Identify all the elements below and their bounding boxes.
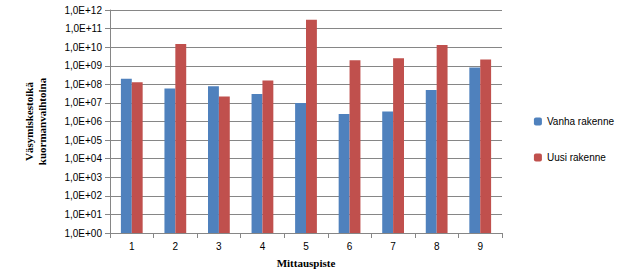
svg-text:1,0E+05: 1,0E+05 [64, 135, 102, 146]
svg-text:1,0E+02: 1,0E+02 [64, 190, 102, 201]
svg-text:6: 6 [347, 241, 353, 252]
svg-text:5: 5 [303, 241, 309, 252]
svg-text:9: 9 [477, 241, 483, 252]
svg-text:1,0E+07: 1,0E+07 [64, 97, 102, 108]
svg-text:1,0E+08: 1,0E+08 [64, 79, 102, 90]
svg-text:1,0E+01: 1,0E+01 [64, 209, 102, 220]
svg-text:7: 7 [390, 241, 396, 252]
svg-text:kuormanvaihtoina: kuormanvaihtoina [36, 77, 48, 165]
svg-text:Vanha rakenne: Vanha rakenne [547, 116, 615, 127]
svg-text:Uusi rakenne: Uusi rakenne [547, 152, 606, 163]
svg-text:3: 3 [216, 241, 222, 252]
svg-text:1: 1 [129, 241, 135, 252]
svg-text:2: 2 [173, 241, 179, 252]
svg-text:Väsymiskestoikä: Väsymiskestoikä [23, 82, 35, 161]
svg-text:1,0E+09: 1,0E+09 [64, 60, 102, 71]
svg-text:1,0E+03: 1,0E+03 [64, 172, 102, 183]
svg-text:1,0E+11: 1,0E+11 [65, 23, 102, 34]
svg-text:1,0E+00: 1,0E+00 [64, 228, 102, 239]
svg-text:8: 8 [434, 241, 440, 252]
svg-text:4: 4 [260, 241, 266, 252]
svg-text:Mittauspiste: Mittauspiste [277, 257, 336, 269]
svg-text:1,0E+10: 1,0E+10 [64, 42, 102, 53]
svg-text:1,0E+04: 1,0E+04 [64, 153, 102, 164]
svg-text:1,0E+06: 1,0E+06 [64, 116, 102, 127]
svg-text:1,0E+12: 1,0E+12 [64, 5, 102, 16]
